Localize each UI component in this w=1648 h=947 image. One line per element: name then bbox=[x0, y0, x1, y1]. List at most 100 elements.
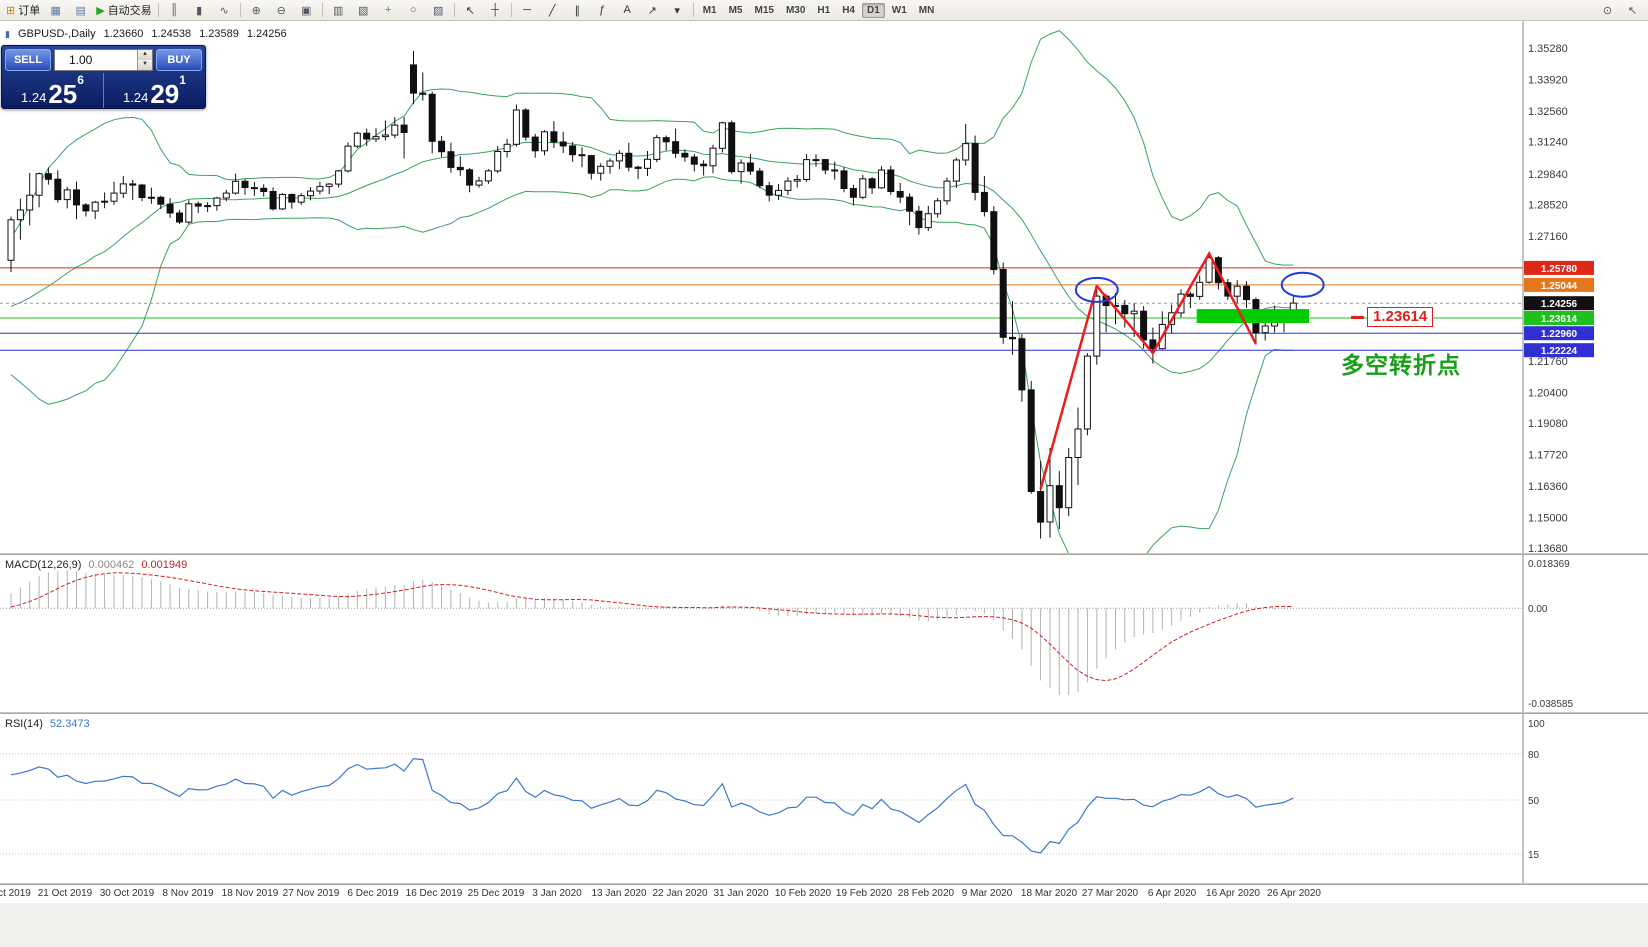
text-label-icon[interactable]: A bbox=[615, 1, 640, 20]
magnifier-icon[interactable]: ⊙ bbox=[1595, 1, 1620, 20]
sell-button[interactable]: SELL bbox=[5, 49, 51, 71]
chart-window[interactable]: 1.35280 1.33920 1.32560 1.31240 1.29840 1.285… bbox=[0, 21, 1648, 947]
panel-splitter[interactable] bbox=[0, 553, 1648, 555]
horizontal-line-icon[interactable]: ─ bbox=[515, 1, 540, 20]
macd-axis-label: 0.00 bbox=[1528, 604, 1548, 615]
trendline-icon[interactable]: ╱ bbox=[540, 1, 565, 20]
date-axis[interactable]: 11 Oct 2019 21 Oct 2019 30 Oct 2019 8 Nov 2… bbox=[0, 885, 1648, 903]
new-order-button[interactable]: ⊞ 订单 bbox=[3, 1, 43, 20]
bear-candle bbox=[559, 141, 567, 147]
buy-button[interactable]: BUY bbox=[156, 49, 202, 71]
bull-candle bbox=[924, 213, 932, 229]
line-chart-icon[interactable]: ∿ bbox=[212, 1, 237, 20]
timeframe-button-m15[interactable]: M15 bbox=[754, 4, 774, 16]
highlight-ellipse[interactable] bbox=[1074, 276, 1119, 303]
bear-candle bbox=[82, 204, 90, 212]
date-label: 18 Nov 2019 bbox=[221, 888, 279, 899]
panel-splitter[interactable] bbox=[0, 712, 1648, 714]
bear-candle bbox=[756, 170, 764, 187]
timeframe-button-w1[interactable]: W1 bbox=[891, 4, 907, 16]
bear-candle bbox=[746, 162, 754, 172]
low-value: 1.23589 bbox=[199, 28, 239, 40]
price-chart[interactable]: 1.35280 1.33920 1.32560 1.31240 1.29840 1.285… bbox=[0, 21, 1648, 553]
channel-icon[interactable]: ∥ bbox=[565, 1, 590, 20]
highlight-ellipse[interactable] bbox=[1280, 271, 1325, 298]
new-chart-icon[interactable]: + bbox=[376, 1, 401, 20]
fibonacci-icon[interactable]: ƒ bbox=[590, 1, 615, 20]
crosshair-icon: ┼ bbox=[491, 4, 500, 16]
bull-candle bbox=[1093, 295, 1101, 357]
candlestick-chart-icon[interactable]: ▮ bbox=[187, 1, 212, 20]
templates-icon[interactable]: ▨ bbox=[426, 1, 451, 20]
price-tag-1.22224 bbox=[1524, 343, 1594, 358]
magnifier-icon: ⊙ bbox=[1602, 4, 1613, 17]
bear-candle bbox=[587, 155, 595, 174]
timeframe-button-m5[interactable]: M5 bbox=[728, 4, 743, 16]
charts-grid-icon[interactable]: ▦ bbox=[43, 1, 68, 20]
zoom-out-icon: ⊖ bbox=[276, 4, 286, 17]
bull-candle bbox=[1205, 257, 1213, 283]
bear-candle bbox=[456, 166, 464, 171]
support-price-label[interactable]: 1.23614 bbox=[1367, 307, 1434, 327]
buy-price-prefix: 1.24 bbox=[123, 90, 149, 105]
bear-candle bbox=[990, 211, 998, 271]
crosshair-icon[interactable]: ┼ bbox=[483, 1, 508, 20]
sell-price[interactable]: 1.24 25 6 bbox=[2, 73, 104, 108]
trend-zigzag[interactable] bbox=[1039, 252, 1258, 490]
date-label: 26 Apr 2020 bbox=[1267, 888, 1321, 899]
rsi-indicator-label: RSI(14) 52.3473 bbox=[5, 718, 90, 730]
timeframe-button-m30[interactable]: M30 bbox=[785, 4, 806, 16]
zoom-in-icon[interactable]: ⊕ bbox=[244, 1, 269, 20]
profile-icon[interactable]: ▤ bbox=[68, 1, 93, 20]
bear-candle bbox=[821, 159, 829, 171]
date-label: 27 Mar 2020 bbox=[1081, 888, 1139, 899]
bar-chart-icon[interactable]: ║ bbox=[162, 1, 187, 20]
date-label: 9 Mar 2020 bbox=[961, 888, 1013, 899]
timeframe-button-mn[interactable]: MN bbox=[918, 4, 935, 16]
timeframe-button-d1[interactable]: D1 bbox=[862, 2, 885, 18]
autotrading-button[interactable]: ▶ 自动交易 bbox=[93, 1, 154, 20]
bull-candle bbox=[597, 165, 605, 174]
rsi-panel[interactable]: 100 80 50 15 bbox=[0, 714, 1648, 883]
bear-candle bbox=[531, 136, 539, 152]
price-tag-1.25044 bbox=[1524, 277, 1594, 292]
chart-shift-icon[interactable]: ▧ bbox=[351, 1, 376, 20]
symbol-period-label: GBPUSD-,Daily bbox=[17, 28, 96, 40]
bull-candle bbox=[16, 209, 24, 221]
bull-candle bbox=[803, 159, 811, 181]
bear-candle bbox=[1009, 336, 1016, 340]
date-label: 21 Oct 2019 bbox=[37, 888, 93, 899]
timeframe-button-h4[interactable]: H4 bbox=[842, 4, 855, 16]
bull-candle bbox=[775, 189, 782, 196]
volume-up-button[interactable]: ▲ bbox=[138, 50, 152, 60]
bear-candle bbox=[400, 124, 408, 133]
chart-icon: ▮ bbox=[5, 28, 10, 39]
timeframe-button-m1[interactable]: M1 bbox=[702, 4, 717, 16]
bull-candle bbox=[278, 194, 286, 210]
buy-price[interactable]: 1.24 29 1 bbox=[104, 73, 205, 108]
auto-scroll-icon[interactable]: ▥ bbox=[326, 1, 351, 20]
rsi-axis-label: 50 bbox=[1528, 796, 1540, 807]
bollinger-upper bbox=[10, 30, 1294, 266]
volume-value[interactable]: 1.00 bbox=[69, 53, 93, 67]
bear-candle bbox=[428, 93, 436, 142]
cursor-icon[interactable]: ↖ bbox=[458, 1, 483, 20]
bear-candle bbox=[1037, 491, 1045, 523]
timeframe-clock-icon[interactable]: ○ bbox=[401, 1, 426, 20]
pointer-icon[interactable]: ↖ bbox=[1620, 1, 1645, 20]
tile-windows-icon[interactable]: ▣ bbox=[294, 1, 319, 20]
macd-panel[interactable]: 0.018369 0.00 -0.038585 bbox=[0, 555, 1648, 712]
templates-icon: ▨ bbox=[432, 4, 444, 17]
dropdown-icon[interactable]: ▾ bbox=[665, 1, 690, 20]
timeframe-button-h1[interactable]: H1 bbox=[817, 4, 831, 16]
toolbar-separator bbox=[239, 3, 241, 17]
turning-point-note[interactable]: 多空转折点 bbox=[1341, 352, 1461, 378]
volume-down-button[interactable]: ▼ bbox=[138, 60, 152, 70]
support-zone-bar[interactable] bbox=[1196, 309, 1309, 323]
arrow-tools-icon[interactable]: ↗ bbox=[640, 1, 665, 20]
zoom-out-icon[interactable]: ⊖ bbox=[269, 1, 294, 20]
macd-title: MACD(12,26,9) bbox=[5, 559, 82, 571]
volume-field[interactable]: 1.00 ▲ ▼ bbox=[54, 49, 153, 71]
bear-candle bbox=[578, 154, 586, 157]
line-chart-icon: ∿ bbox=[219, 4, 229, 17]
